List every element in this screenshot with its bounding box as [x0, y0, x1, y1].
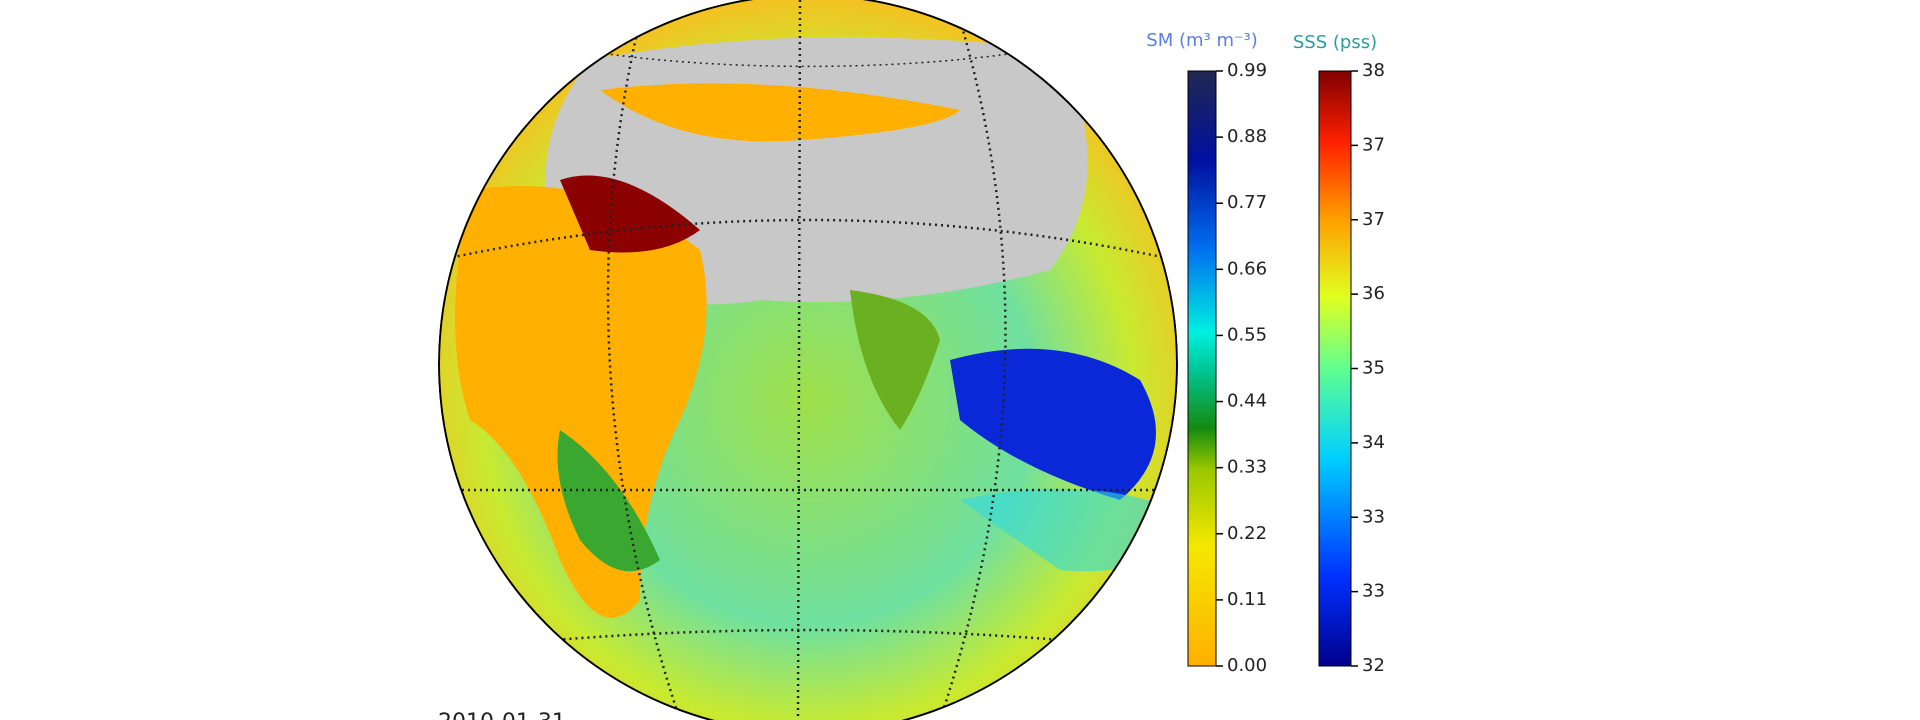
- tick-label: 0.77: [1227, 192, 1267, 213]
- tick-label: 0.44: [1227, 391, 1267, 412]
- tick-label: 34: [1362, 432, 1385, 453]
- tick-label: 35: [1362, 358, 1385, 379]
- tick-label: 33: [1362, 581, 1385, 602]
- tick-label: 38: [1362, 60, 1385, 81]
- tick-label: 0.00: [1227, 655, 1267, 676]
- tick-label: 0.66: [1227, 258, 1267, 279]
- date-label: 2010-01-31: [438, 710, 566, 720]
- tick-label: 36: [1362, 283, 1385, 304]
- globe: [438, 0, 1178, 720]
- tick-label: 32: [1362, 655, 1385, 676]
- tick-label: 0.88: [1227, 126, 1267, 147]
- tick-label: 0.22: [1227, 523, 1267, 544]
- tick-label: 0.55: [1227, 324, 1267, 345]
- sm-colorbar: [1187, 70, 1217, 667]
- tick-label: 0.11: [1227, 589, 1267, 610]
- tick-label: 33: [1362, 506, 1385, 527]
- tick-label: 0.99: [1227, 60, 1267, 81]
- colorbar-title: SM (m³ m⁻³): [1146, 30, 1257, 51]
- sss-colorbar: [1318, 70, 1352, 667]
- colorbar-title: SSS (pss): [1293, 32, 1377, 53]
- tick-label: 37: [1362, 134, 1385, 155]
- tick-label: 37: [1362, 209, 1385, 230]
- tick-label: 0.33: [1227, 457, 1267, 478]
